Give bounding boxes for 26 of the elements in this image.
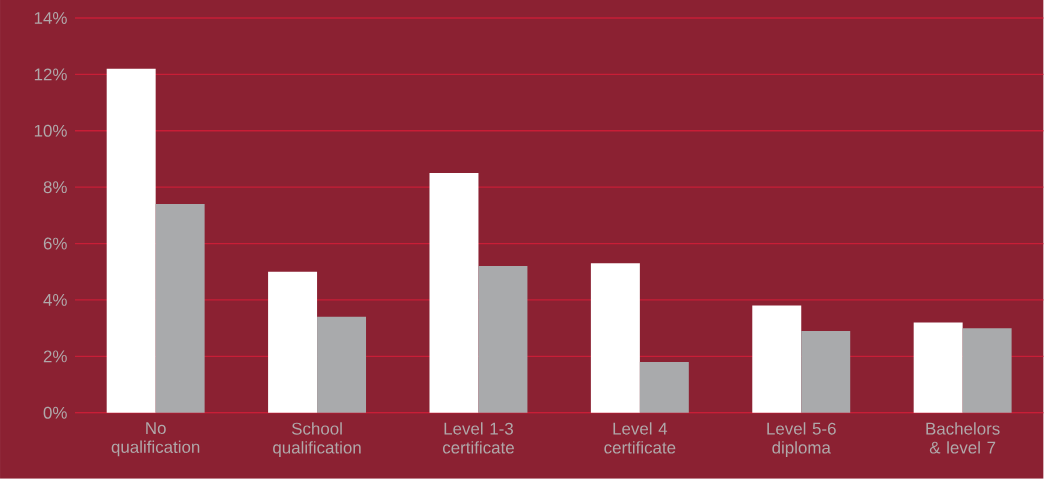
bar bbox=[317, 317, 367, 413]
y-tick-label: 8% bbox=[43, 181, 67, 194]
y-tick-label: 0% bbox=[43, 406, 67, 419]
y-tick-label: 4% bbox=[43, 294, 67, 307]
bar bbox=[106, 68, 156, 413]
bar bbox=[801, 331, 851, 413]
x-tick-label: No qualification bbox=[111, 422, 200, 457]
x-tick-label: Level 5-6 diploma bbox=[767, 422, 836, 458]
y-tick-label: 2% bbox=[43, 350, 67, 363]
x-tick-label: School qualification bbox=[273, 422, 361, 458]
bar bbox=[268, 271, 318, 413]
bar bbox=[752, 305, 802, 413]
y-tick-label: 10% bbox=[34, 124, 67, 137]
bar bbox=[639, 362, 689, 413]
y-tick-label: 14% bbox=[34, 12, 67, 25]
bar bbox=[590, 263, 640, 413]
x-tick-label: Level 1-3 certificate bbox=[442, 422, 514, 454]
bar bbox=[478, 266, 528, 413]
bar bbox=[429, 173, 479, 413]
bar bbox=[962, 328, 1012, 413]
y-tick-label: 6% bbox=[43, 237, 67, 250]
bar bbox=[913, 322, 963, 413]
bar bbox=[155, 204, 205, 413]
x-tick-label: Level 4 certificate bbox=[604, 422, 676, 454]
y-tick-label: 12% bbox=[34, 68, 67, 81]
x-tick-label: Bachelors & level 7 bbox=[926, 422, 1000, 454]
